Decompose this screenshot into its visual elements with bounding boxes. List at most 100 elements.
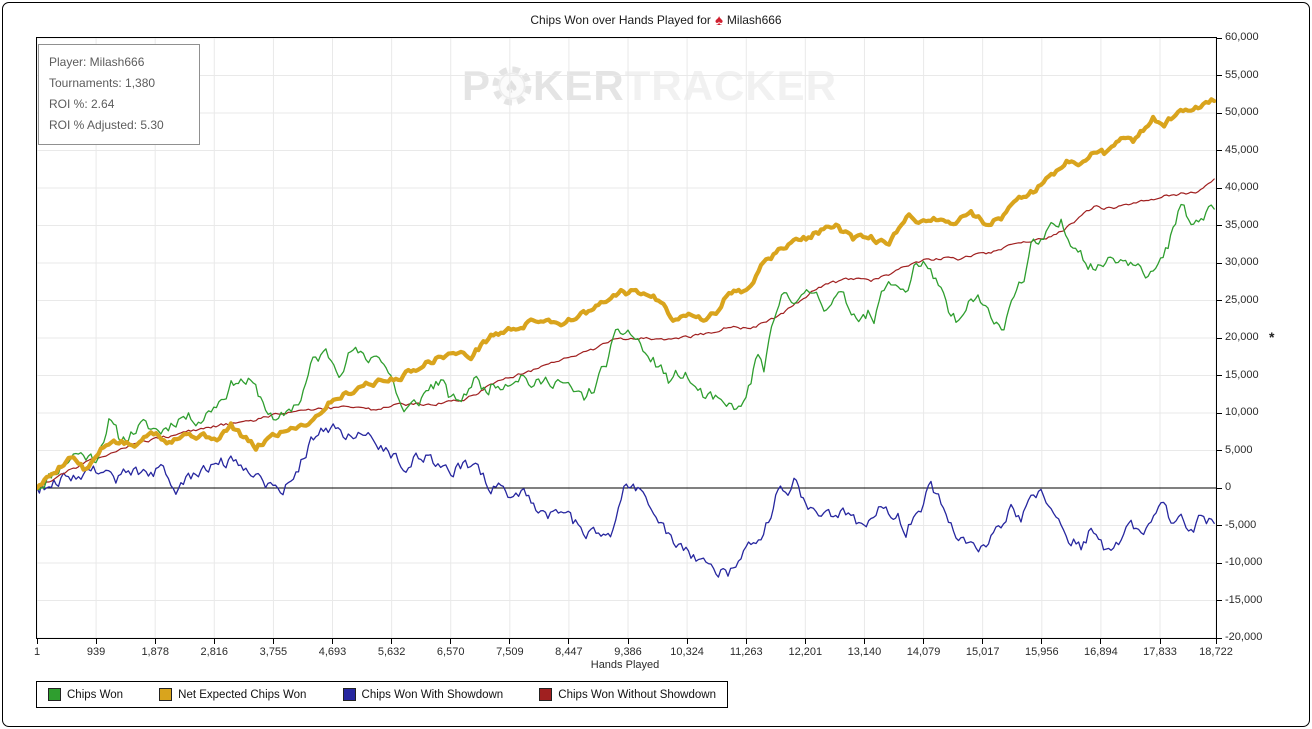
info-tournaments: Tournaments: 1,380 [49,76,156,90]
svg-text:♠: ♠ [504,78,520,98]
x-tick-mark [982,639,984,644]
y-tick-mark [1217,150,1222,151]
x-tick-mark [213,639,215,644]
y-tick-mark [1217,375,1222,376]
x-tick-label: 7,509 [496,646,524,658]
info-roi: ROI %: 2.64 [49,97,115,111]
legend-item-net-expected-chips-won: Net Expected Chips Won [159,688,306,701]
chart-canvas [37,38,1216,638]
x-tick-mark [863,639,865,644]
y-tick-mark [1217,75,1222,76]
legend-label: Chips Won With Showdown [361,688,504,701]
watermark-tracker: TRACKER [624,62,838,109]
y-tick-label: 30,000 [1225,256,1259,268]
legend-item-chips-won-with-showdown: Chips Won With Showdown [342,688,504,701]
y-tick-label: 35,000 [1225,218,1259,231]
x-tick-label: 16,894 [1084,646,1118,658]
legend-label: Chips Won [67,688,124,701]
legend-swatch-chips-won-with-showdown [342,688,356,701]
y-tick-mark [1217,450,1222,451]
x-tick-label: 3,755 [259,646,288,658]
y-tick-mark [1217,562,1222,564]
y-tick-label: 25,000 [1225,293,1259,306]
pokertracker-watermark: P ♠ KER TRACKER [462,64,837,108]
x-tick-label: 5,632 [377,646,406,658]
y-tick-label: 10,000 [1225,406,1259,418]
chart-title: Chips Won over Hands Played for ♠ Milash66… [0,12,1312,29]
x-tick-label: 9,386 [614,646,642,658]
x-tick-label: 15,017 [965,646,1000,658]
y-tick-mark [1217,525,1222,526]
x-tick-label: 17,833 [1143,646,1177,658]
x-tick-mark [331,639,333,644]
x-tick-label: 1,878 [141,646,169,658]
y-tick-label: 40,000 [1225,181,1259,193]
x-tick-label: 939 [86,646,106,658]
x-tick-mark [745,639,747,644]
y-tick-mark [1217,187,1222,189]
x-tick-mark [1041,639,1043,644]
x-tick-mark [923,639,925,644]
legend-box: Chips Won Net Expected Chips Won Chips Won… [36,681,728,708]
y-tick-mark [1217,262,1222,264]
x-tick-label: 18,722 [1199,646,1233,658]
plot-area [36,37,1217,639]
x-tick-mark [95,639,97,644]
y-tick-mark [1217,300,1222,301]
spade-icon: ♠ [714,12,723,29]
y-axis-marker: * [1269,329,1275,345]
y-tick-label: -20,000 [1225,631,1263,643]
y-tick-label: -10,000 [1225,556,1263,568]
x-tick-label: 4,693 [318,646,347,658]
y-tick-label: -15,000 [1225,593,1263,606]
x-tick-mark [272,639,274,644]
y-tick-label: -5,000 [1225,518,1257,531]
legend-item-chips-won: Chips Won [48,688,123,701]
y-tick-label: 45,000 [1225,143,1259,156]
info-roi-adjusted: ROI % Adjusted: 5.30 [49,118,164,132]
x-tick-mark [568,639,570,644]
y-tick-label: 50,000 [1225,106,1259,118]
x-tick-mark [154,639,156,644]
y-tick-mark [1217,37,1222,39]
x-tick-label: 14,079 [906,646,941,658]
legend-swatch-chips-won [48,688,61,701]
x-axis-label: Hands Played [590,659,660,671]
x-tick-label: 13,140 [847,646,882,658]
y-tick-mark [1217,637,1222,639]
x-tick-mark [627,639,629,644]
y-tick-mark [1217,337,1222,339]
y-tick-label: 55,000 [1225,68,1259,81]
series-chips-won [37,203,1215,491]
x-tick-label: 2,816 [200,646,229,658]
legend-item-chips-won-without-showdown: Chips Won Without Showdown [539,688,716,701]
y-tick-mark [1217,225,1222,226]
x-tick-label: 8,447 [555,646,583,658]
series-net-expected-chips-won [37,97,1216,491]
chart-title-player: Milash666 [726,13,782,27]
x-tick-mark [686,639,688,644]
x-tick-label: 10,324 [670,646,704,658]
x-tick-mark [36,639,38,644]
x-tick-label: 12,201 [788,646,823,658]
y-tick-label: 5,000 [1225,443,1253,456]
y-tick-label: 0 [1225,481,1232,493]
y-tick-label: 60,000 [1225,31,1259,43]
y-tick-mark [1217,600,1222,601]
legend-swatch-net-expected-chips-won [159,688,173,701]
y-tick-mark [1217,412,1222,414]
watermark-ker: KER [533,62,625,109]
info-player: Player: Milash666 [49,55,145,69]
x-tick-label: 1 [33,646,41,658]
y-tick-label: 20,000 [1225,331,1259,343]
player-info-box: Player: Milash666 Tournaments: 1,380 ROI… [38,44,200,145]
x-tick-mark [391,639,393,644]
x-tick-mark [509,639,511,644]
x-tick-mark [1100,639,1102,644]
x-tick-mark [1159,639,1161,644]
legend-swatch-chips-won-without-showdown [539,688,553,701]
watermark-p: P [462,62,492,109]
x-tick-label: 6,570 [436,646,465,658]
x-tick-mark [450,639,452,644]
